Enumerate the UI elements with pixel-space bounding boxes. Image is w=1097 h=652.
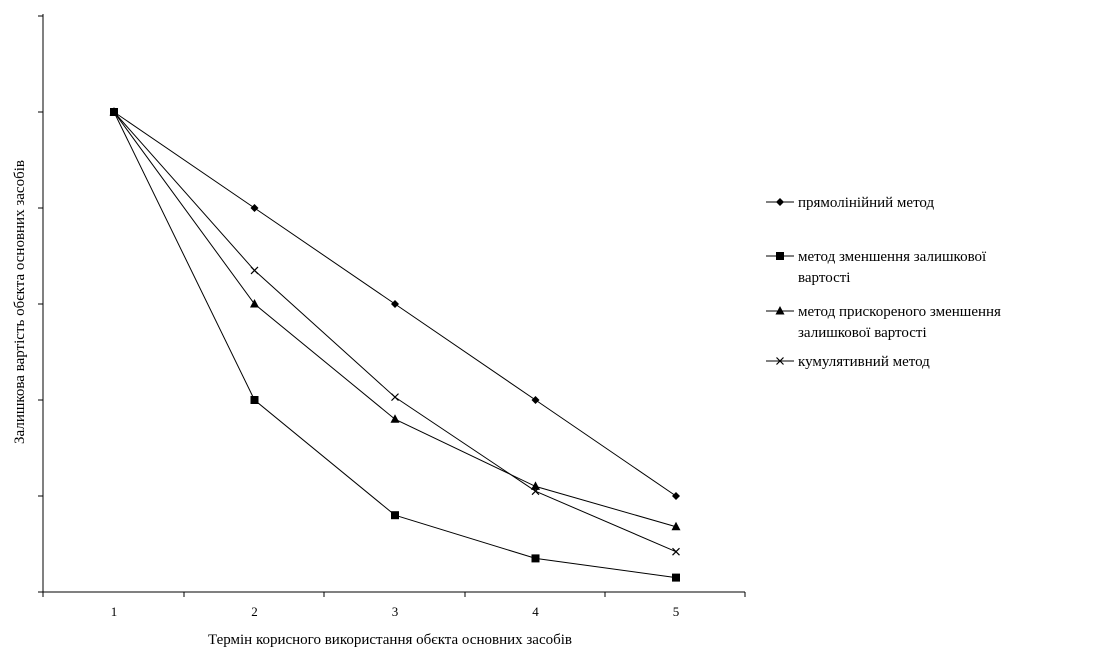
x-tick-label: 4 <box>532 604 539 619</box>
triangle-marker <box>531 481 540 490</box>
legend-item: прямолінійний метод <box>766 195 935 211</box>
series-line <box>113 111 677 528</box>
series-2 <box>110 108 680 582</box>
legend-label: прямолінійний метод <box>798 195 935 211</box>
legend-label: метод прискореного зменшення залишкової в… <box>798 304 1001 341</box>
x-marker <box>672 547 680 556</box>
triangle-marker <box>671 521 681 531</box>
triangle-marker <box>390 414 400 423</box>
series-3 <box>109 107 681 531</box>
diamond-marker <box>531 396 540 404</box>
series-1 <box>110 108 680 500</box>
y-axis-label: Залишкова вартість обєкта основних засоб… <box>12 160 28 444</box>
x-tick-label: 2 <box>251 604 258 619</box>
x-marker <box>531 487 540 496</box>
diamond-marker <box>250 204 259 212</box>
diamond-marker <box>391 300 399 308</box>
square-marker <box>672 573 680 582</box>
square-marker <box>776 252 784 260</box>
legend-label: метод зменшення залишкової вартості <box>798 249 987 286</box>
x-tick-label: 3 <box>392 604 399 619</box>
legend-label: кумулятивний метод <box>798 354 930 370</box>
square-marker <box>531 554 540 563</box>
legend-item: кумулятивний метод <box>766 354 930 370</box>
triangle-marker <box>775 306 785 315</box>
chart-axes: 1 2 3 4 5 <box>38 14 746 619</box>
x-marker <box>776 357 784 365</box>
series-line <box>113 111 677 553</box>
x-marker <box>250 266 259 275</box>
x-axis-label: Термін корисного використання обєкта осн… <box>208 632 572 648</box>
legend-item: метод зменшення залишкової вартості <box>766 249 987 286</box>
x-tick-label: 5 <box>673 604 680 619</box>
series-4 <box>110 108 680 556</box>
legend-item: метод прискореного зменшення залишкової в… <box>766 304 1001 341</box>
triangle-marker <box>250 299 259 308</box>
x-marker <box>110 108 118 116</box>
x-tick-label: 1 <box>111 604 118 619</box>
x-marker <box>391 393 399 402</box>
diamond-marker <box>776 198 784 206</box>
square-marker <box>391 511 399 520</box>
plot-area <box>109 107 681 582</box>
series-line <box>113 111 677 579</box>
square-marker <box>250 396 259 404</box>
chart-legend: прямолінійний метод метод зменшення залиш… <box>766 195 1001 370</box>
diamond-marker <box>672 492 680 500</box>
